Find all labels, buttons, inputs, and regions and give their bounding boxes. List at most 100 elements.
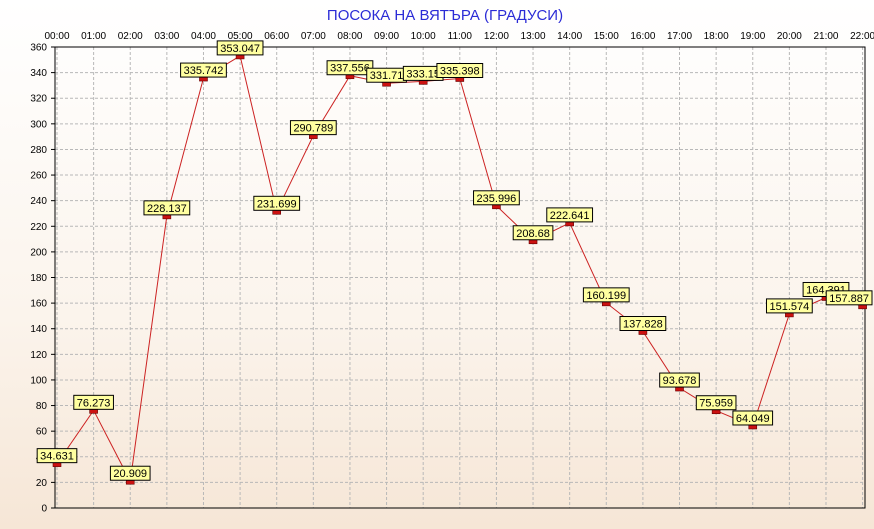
data-label: 235.996 [473,190,520,206]
data-label: 335.742 [180,62,227,78]
data-label: 151.574 [765,298,813,314]
data-label-text: 64.049 [736,413,770,425]
y-tick-label: 120 [30,350,47,361]
data-label: 222.641 [546,207,594,223]
x-tick-label: 19:00 [740,31,765,42]
x-tick-label: 03:00 [154,31,179,42]
y-tick-label: 360 [30,43,47,54]
data-label-text: 231.699 [257,198,297,210]
x-tick-label: 06:00 [264,31,289,42]
y-tick-label: 180 [30,273,47,284]
x-tick-label: 17:00 [667,31,692,42]
x-tick-label: 10:00 [411,31,436,42]
data-label: 231.699 [253,195,301,211]
data-label: 337.556 [326,60,374,76]
data-label-text: 160.199 [586,290,626,302]
data-label-box [143,200,191,216]
data-label: 208.68 [512,225,554,241]
data-label: 333.15 [402,65,444,81]
data-label-box [695,395,737,411]
x-tick-label: 14:00 [557,31,582,42]
data-label-text: 331.71 [370,70,404,82]
data-label: 331.71 [366,67,407,83]
y-tick-label: 0 [41,504,47,515]
data-label-box [825,290,873,306]
data-label-text: 76.273 [77,397,111,409]
data-label-box [436,63,484,79]
data-label-box [619,316,667,332]
data-label-text: 137.828 [623,319,663,331]
data-label-text: 208.68 [516,228,550,240]
x-tick-label: 08:00 [337,31,362,42]
x-tick-label: 18:00 [704,31,729,42]
data-label: 20.909 [109,465,151,481]
data-label: 228.137 [143,200,191,216]
x-tick-label: 16:00 [630,31,655,42]
data-label-text: 157.887 [829,293,869,305]
y-tick-label: 300 [30,119,47,130]
data-label-text: 335.742 [184,65,224,77]
x-tick-label: 15:00 [594,31,619,42]
y-tick-label: 280 [30,145,47,156]
data-label: 76.273 [73,394,114,410]
x-tick-label: 11:00 [448,31,473,42]
data-label-text: 337.556 [330,63,370,75]
x-tick-label: 00:00 [44,31,69,42]
x-tick-label: 09:00 [374,31,399,42]
y-tick-label: 60 [36,427,48,438]
data-label-text: 335.398 [440,66,480,78]
x-tick-label: 07:00 [301,31,326,42]
x-tick-label: 05:00 [228,31,253,42]
data-label: 64.049 [732,410,774,426]
y-tick-label: 320 [30,94,47,105]
y-tick-label: 260 [30,171,47,182]
data-label-box [473,190,520,206]
y-tick-label: 220 [30,222,47,233]
x-tick-label: 22:00 [850,31,874,42]
x-tick-label: 04:00 [191,31,216,42]
data-label-box [216,40,264,56]
data-label-text: 353.047 [220,43,260,55]
data-label-text: 34.631 [40,451,74,463]
data-label: 93.678 [659,372,700,388]
data-label-box [180,62,227,78]
y-tick-label: 240 [30,196,47,207]
axes: 0204060801001201401601802002202402602803… [30,31,874,515]
x-tick-label: 21:00 [813,31,838,42]
data-label-text: 93.678 [663,375,697,387]
data-label-box [73,394,114,410]
data-label-text: 222.641 [550,210,590,222]
data-label-box [732,410,774,426]
x-tick-label: 01:00 [81,31,106,42]
data-label-box [546,207,594,223]
data-label: 34.631 [36,448,78,464]
data-label: 335.398 [436,63,484,79]
y-tick-label: 160 [30,299,47,310]
y-tick-label: 140 [30,324,47,335]
data-label: 353.047 [216,40,264,56]
data-labels: 34.631 76.273 20.909 228.137 335.742 353.047 2… [36,40,873,481]
data-label: 290.789 [289,120,337,136]
y-tick-label: 200 [30,247,47,258]
x-tick-label: 13:00 [521,31,546,42]
data-label-box [253,195,301,211]
data-label-box [659,372,700,388]
data-label-text: 151.574 [769,301,809,313]
data-label: 157.887 [825,290,873,306]
data-label-box [36,448,78,464]
y-tick-label: 100 [30,375,47,386]
data-label-box [512,225,554,241]
x-tick-label: 12:00 [484,31,509,42]
y-tick-label: 20 [36,478,48,489]
data-label-text: 20.909 [113,468,147,480]
data-label-box [765,298,813,314]
data-label-text: 228.137 [147,203,187,215]
chart-title: ПОСОКА НА ВЯТЪРА (ГРАДУСИ) [327,7,563,24]
y-tick-label: 80 [36,401,48,412]
data-label-text: 290.789 [293,123,333,135]
y-tick-label: 340 [30,68,47,79]
x-tick-label: 20:00 [777,31,802,42]
data-label-text: 75.959 [699,398,733,410]
data-label-box [289,120,337,136]
